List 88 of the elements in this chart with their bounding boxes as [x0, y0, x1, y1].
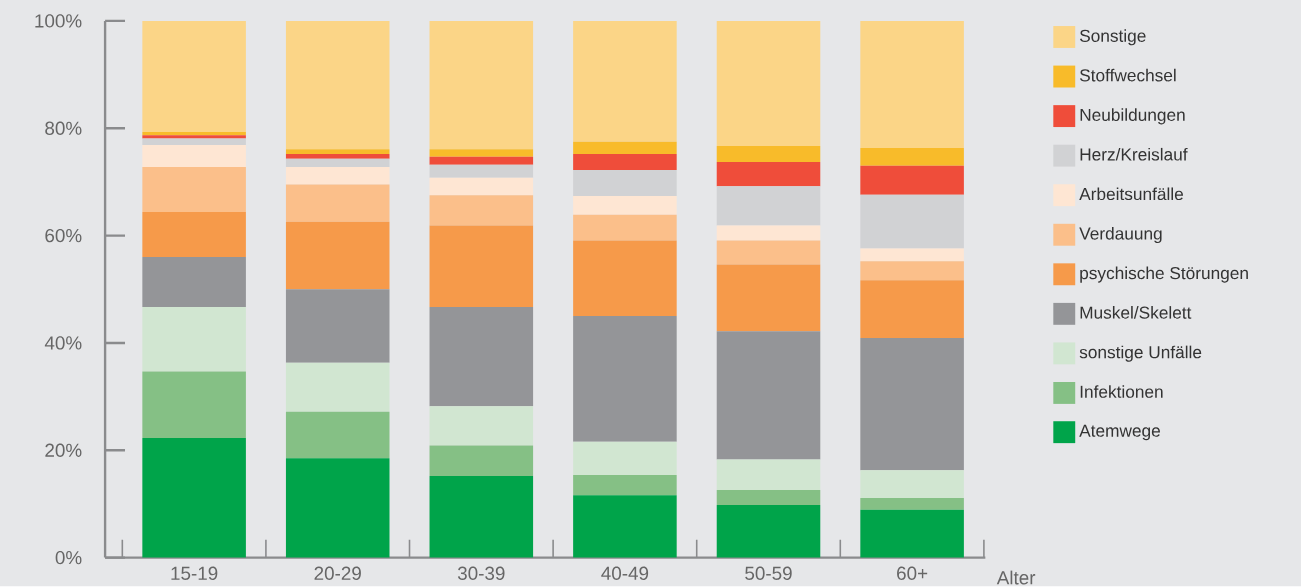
- bar: [716, 490, 821, 506]
- bar: [285, 221, 390, 290]
- legend-label: sonstige Unfälle: [1079, 345, 1202, 362]
- x-tick-label: 30-39: [457, 566, 505, 581]
- bar: [860, 166, 964, 196]
- bar: [429, 476, 534, 558]
- bar: [429, 21, 534, 150]
- bar: [573, 495, 677, 558]
- bar: [716, 225, 821, 241]
- bar: [860, 280, 964, 339]
- bar: [860, 470, 964, 499]
- y-tick-label: 0%: [55, 551, 82, 565]
- legend-label: Sonstige: [1079, 29, 1146, 46]
- bar: [716, 240, 821, 265]
- bar: [716, 146, 821, 163]
- y-tick-label: 20%: [45, 443, 82, 458]
- bar: [285, 184, 390, 222]
- bar: [573, 214, 677, 241]
- x-tick-label: 40-49: [601, 566, 649, 581]
- bar: [285, 149, 390, 155]
- bar: [573, 196, 677, 215]
- bar: [429, 156, 534, 165]
- bar: [142, 138, 246, 146]
- bar: [860, 248, 964, 262]
- legend-label: Atemwege: [1079, 425, 1160, 441]
- bar: [142, 438, 246, 558]
- legend-label: Verdauung: [1079, 227, 1162, 244]
- bar: [285, 167, 390, 185]
- bar: [429, 406, 534, 446]
- legend-label: Infektionen: [1080, 385, 1163, 399]
- bar: [860, 195, 964, 249]
- bar: [860, 498, 964, 511]
- x-axis-title: Alter: [996, 570, 1036, 585]
- x-tick-label: 50-59: [745, 566, 792, 581]
- bar: [716, 331, 821, 460]
- bar: [573, 21, 677, 142]
- bar: [285, 458, 390, 558]
- bar: [142, 212, 246, 258]
- bar: [429, 164, 534, 178]
- bar: [573, 154, 677, 171]
- bar: [285, 21, 390, 150]
- legend-label: Arbeitsunfälle: [1079, 187, 1183, 201]
- y-tick-label: 100%: [35, 14, 82, 28]
- bar: [860, 21, 964, 149]
- bar: [142, 21, 246, 133]
- legend-label: Herz/Kreislauf: [1080, 148, 1188, 161]
- bar: [573, 475, 677, 496]
- legend-label: Neubildungen: [1080, 108, 1185, 125]
- bar: [429, 307, 534, 407]
- x-tick-label: 20-29: [314, 566, 361, 581]
- bar: [429, 445, 534, 477]
- bar: [573, 441, 677, 476]
- bar: [142, 307, 246, 372]
- bar: [716, 186, 821, 226]
- y-tick-label: 80%: [45, 121, 82, 136]
- bar: [860, 261, 964, 281]
- bar: [285, 411, 390, 459]
- y-tick-label: 40%: [44, 336, 82, 350]
- bar: [429, 195, 534, 226]
- bar: [429, 149, 534, 157]
- legend-label: Muskel/Skelett: [1080, 306, 1192, 320]
- x-tick-label: 60+: [897, 566, 928, 581]
- bar: [285, 289, 390, 364]
- bar: [142, 167, 246, 213]
- bar: [142, 371, 246, 439]
- bar: [285, 363, 390, 412]
- bar: [285, 159, 390, 168]
- bar: [573, 170, 677, 197]
- bar: [860, 510, 964, 558]
- bar: [573, 141, 677, 155]
- bar: [716, 162, 821, 187]
- y-tick-label: 60%: [45, 229, 82, 243]
- bar: [860, 148, 964, 167]
- legend-label: psychische Störungen: [1080, 266, 1248, 283]
- bar: [573, 316, 677, 442]
- bar: [429, 177, 534, 196]
- bar: [716, 459, 821, 491]
- bar: [573, 240, 677, 317]
- bar: [142, 145, 246, 168]
- bar: [716, 505, 821, 558]
- bar: [429, 225, 534, 308]
- bar: [716, 21, 821, 147]
- legend-label: Stoffwechsel: [1079, 69, 1176, 82]
- bar: [285, 154, 390, 160]
- bar: [860, 338, 964, 471]
- x-tick-label: 15-19: [171, 566, 218, 581]
- bar: [142, 257, 246, 308]
- bar: [716, 264, 821, 332]
